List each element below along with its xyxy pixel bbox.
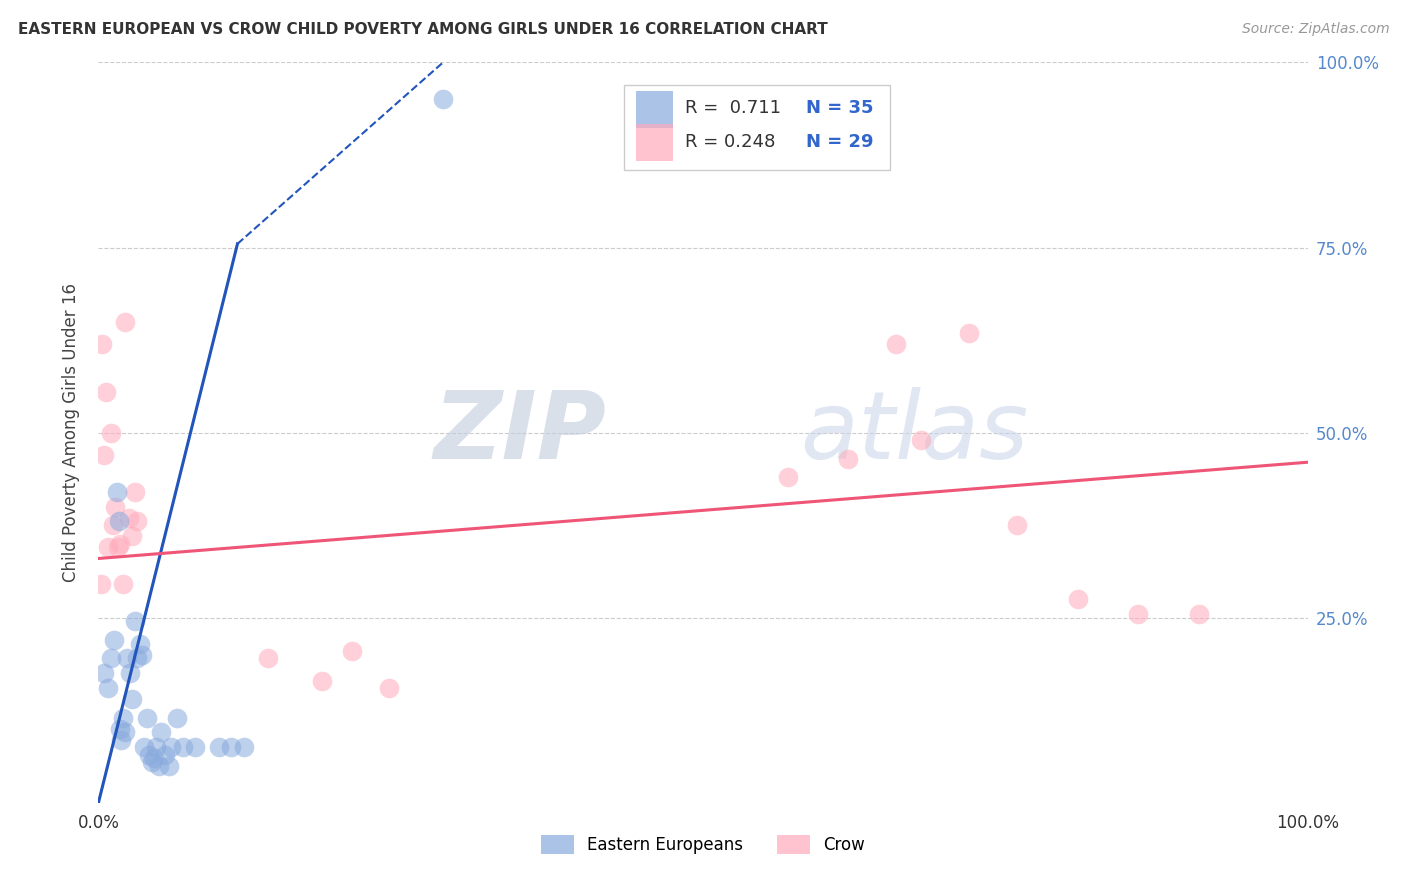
Point <box>377 681 399 695</box>
Point <box>100 425 122 440</box>
Text: Source: ZipAtlas.com: Source: ZipAtlas.com <box>1241 22 1389 37</box>
Point <box>124 484 146 499</box>
Point <box>910 433 932 447</box>
Point <box>104 500 127 514</box>
Point <box>101 518 124 533</box>
Point <box>117 651 139 665</box>
Point <box>160 740 183 755</box>
Text: atlas: atlas <box>800 387 1028 478</box>
Point <box>93 666 115 681</box>
Point <box>208 740 231 755</box>
Point <box>114 314 136 328</box>
Point <box>108 536 131 550</box>
Point <box>432 92 454 106</box>
Point <box>97 541 120 555</box>
Point <box>121 529 143 543</box>
Bar <box>637 91 672 128</box>
Point <box>127 515 149 529</box>
Point <box>153 747 176 762</box>
Text: R = 0.248: R = 0.248 <box>685 133 775 151</box>
Point <box>121 692 143 706</box>
Point <box>138 747 160 762</box>
Point <box>1067 592 1090 607</box>
Point <box>776 470 799 484</box>
Point <box>232 740 254 755</box>
Point <box>94 384 117 399</box>
Point <box>1007 518 1029 533</box>
Point <box>342 644 364 658</box>
Text: ZIP: ZIP <box>433 386 606 479</box>
Point <box>135 711 157 725</box>
Point <box>128 637 150 651</box>
Point <box>166 711 188 725</box>
Point <box>148 758 170 772</box>
Point <box>141 755 163 769</box>
Point <box>1188 607 1211 621</box>
Point <box>108 722 131 736</box>
Legend: Eastern Europeans, Crow: Eastern Europeans, Crow <box>534 829 872 861</box>
Text: R =  0.711: R = 0.711 <box>685 99 780 118</box>
Text: EASTERN EUROPEAN VS CROW CHILD POVERTY AMONG GIRLS UNDER 16 CORRELATION CHART: EASTERN EUROPEAN VS CROW CHILD POVERTY A… <box>18 22 828 37</box>
Point <box>134 740 156 755</box>
Point <box>103 632 125 647</box>
Point <box>105 484 128 499</box>
Point <box>100 651 122 665</box>
Point <box>110 732 132 747</box>
Point <box>107 541 129 555</box>
Point <box>145 740 167 755</box>
Point <box>221 740 243 755</box>
Point <box>124 615 146 629</box>
Point <box>118 510 141 524</box>
Point <box>1128 607 1150 621</box>
Point <box>127 651 149 665</box>
Point <box>886 336 908 351</box>
Point <box>111 577 134 591</box>
Point <box>90 577 112 591</box>
Bar <box>624 85 890 169</box>
Text: N = 35: N = 35 <box>806 99 873 118</box>
Point <box>184 740 207 755</box>
Point <box>157 758 180 772</box>
Point <box>111 711 134 725</box>
Point <box>957 326 980 340</box>
Point <box>143 751 166 765</box>
Point <box>150 725 173 739</box>
Bar <box>637 124 672 161</box>
Point <box>93 448 115 462</box>
Y-axis label: Child Poverty Among Girls Under 16: Child Poverty Among Girls Under 16 <box>62 283 80 582</box>
Point <box>97 681 120 695</box>
Text: N = 29: N = 29 <box>806 133 873 151</box>
Point <box>91 336 114 351</box>
Point <box>172 740 194 755</box>
Point <box>837 451 859 466</box>
Point <box>114 725 136 739</box>
Point <box>108 515 131 529</box>
Point <box>311 673 333 688</box>
Point <box>131 648 153 662</box>
Point <box>118 666 141 681</box>
Point <box>256 651 278 665</box>
